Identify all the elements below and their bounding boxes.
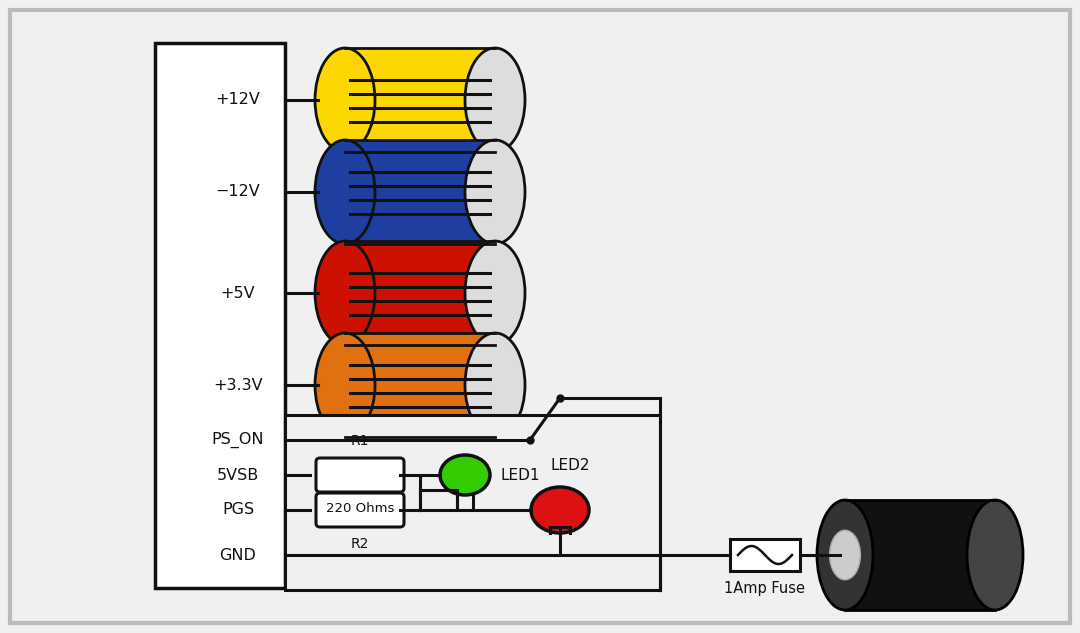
Ellipse shape (531, 487, 589, 533)
Ellipse shape (465, 333, 525, 437)
Ellipse shape (440, 455, 490, 495)
Text: LED2: LED2 (550, 458, 590, 473)
Bar (730, 539, 800, 571)
Text: R2: R2 (351, 537, 369, 551)
Text: GND: GND (219, 548, 256, 563)
Ellipse shape (465, 241, 525, 345)
Text: 1Amp Fuse: 1Amp Fuse (725, 581, 806, 596)
Bar (156, 43, 285, 588)
Text: +3.3V: +3.3V (213, 377, 262, 392)
Ellipse shape (465, 140, 525, 244)
Bar (345, 241, 495, 345)
Ellipse shape (315, 241, 375, 345)
Text: −12V: −12V (216, 184, 260, 199)
Text: +5V: +5V (220, 285, 255, 301)
Bar (845, 500, 995, 610)
Ellipse shape (465, 48, 525, 152)
Text: 5VSB: 5VSB (217, 468, 259, 482)
Ellipse shape (315, 140, 375, 244)
Text: PS_ON: PS_ON (212, 432, 265, 448)
Ellipse shape (315, 333, 375, 437)
Ellipse shape (829, 530, 861, 580)
Text: 220 Ohms: 220 Ohms (326, 502, 394, 515)
Text: LED1: LED1 (500, 468, 540, 482)
Ellipse shape (816, 500, 873, 610)
Ellipse shape (315, 48, 375, 152)
FancyBboxPatch shape (316, 458, 404, 492)
Text: +12V: +12V (216, 92, 260, 108)
Bar (345, 140, 495, 244)
Bar (345, 333, 495, 437)
Text: R1: R1 (351, 434, 369, 448)
Text: PGS: PGS (221, 503, 254, 518)
Bar (345, 48, 495, 152)
FancyBboxPatch shape (316, 493, 404, 527)
Ellipse shape (967, 500, 1023, 610)
Bar (285, 415, 660, 590)
